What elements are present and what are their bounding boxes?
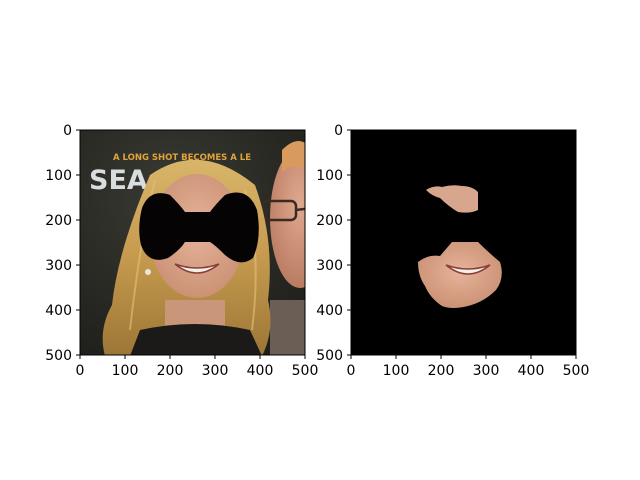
left-xtick-label: 100 (112, 363, 139, 379)
right-ytick-label: 400 (316, 303, 343, 319)
left-ytick-label: 300 (45, 258, 72, 274)
right-ytick-label: 200 (316, 213, 343, 229)
right-axes-frame (350, 129, 577, 356)
left-xtick-label: 200 (157, 363, 184, 379)
lower-face-skin (418, 242, 502, 308)
left-xtick-label: 400 (247, 363, 274, 379)
right-ytick-label: 300 (316, 258, 343, 274)
left-ytick-label: 100 (45, 168, 72, 184)
eye-mask (139, 192, 259, 263)
right-xtick-label: 100 (383, 363, 410, 379)
left-xtick-label: 0 (76, 363, 85, 379)
left-ytick-label: 0 (63, 123, 72, 139)
left-xtick-label: 300 (202, 363, 229, 379)
right-ytick-label: 100 (316, 168, 343, 184)
right-photo (351, 130, 576, 355)
poster-tagline: A LONG SHOT BECOMES A LE (113, 153, 251, 163)
left-photo: A LONG SHOT BECOMES A LE SEA CU (80, 130, 305, 355)
left-ytick-label: 500 (45, 348, 72, 364)
left-image-panel: A LONG SHOT BECOMES A LE SEA CU (79, 129, 306, 356)
right-ytick-label: 500 (316, 348, 343, 364)
left-ytick-label: 200 (45, 213, 72, 229)
forehead-skin (426, 185, 478, 213)
man-figure (260, 141, 305, 355)
left-xtick-label: 500 (292, 363, 319, 379)
right-xtick-label: 200 (428, 363, 455, 379)
smile (445, 264, 491, 275)
right-xtick-label: 400 (518, 363, 545, 379)
right-xtick-label: 0 (347, 363, 356, 379)
left-axes-frame (79, 129, 306, 356)
left-ytick-label: 400 (45, 303, 72, 319)
right-image-panel (350, 129, 577, 356)
right-xtick-label: 500 (563, 363, 590, 379)
right-xtick-label: 300 (473, 363, 500, 379)
right-ytick-label: 0 (334, 123, 343, 139)
